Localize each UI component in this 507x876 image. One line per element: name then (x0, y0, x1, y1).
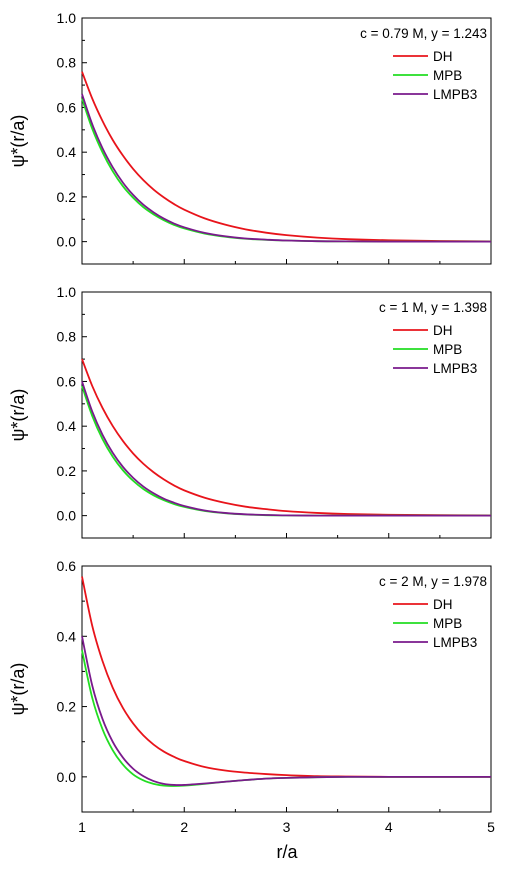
plot-frame (81, 17, 492, 265)
condition-annotation: c = 0.79 M, y = 1.243 (360, 26, 487, 41)
legend-label-mpb: MPB (433, 342, 462, 357)
legend-label-mpb: MPB (433, 68, 462, 83)
legend-label-dh: DH (433, 49, 453, 64)
y-tick-label: 0.0 (57, 508, 77, 524)
y-tick-label: 0.4 (57, 144, 77, 160)
y-tick-label: 0.4 (57, 418, 77, 434)
legend-label-dh: DH (433, 597, 453, 612)
series-line-lmpb3 (81, 381, 492, 517)
x-tick-label: 4 (385, 819, 393, 835)
series-line-dh (81, 71, 492, 243)
x-tick-label: 3 (283, 819, 291, 835)
condition-annotation: c = 2 M, y = 1.978 (379, 574, 487, 589)
series-line-mpb (81, 650, 491, 787)
y-axis-label: ψ*(r/a) (8, 115, 28, 168)
legend-label-mpb: MPB (433, 616, 462, 631)
chart-panel-3: 0.0 0.2 0.4 0.6 1 2 3 4 5 ψ*(r/a) c = 2 M, y = 1.9… (8, 558, 495, 835)
legend-label-lmpb3: LMPB3 (433, 87, 477, 102)
series-line-lmpb3 (81, 636, 491, 786)
y-tick-label: 0.0 (57, 234, 77, 250)
x-tick-label: 2 (180, 819, 188, 835)
y-tick-label: 0.0 (57, 769, 77, 785)
x-axis-label: r/a (276, 842, 298, 862)
x-tick-label: 5 (487, 819, 495, 835)
condition-annotation: c = 1 M, y = 1.398 (379, 300, 487, 315)
chart-panels: 0.0 0.2 0.4 0.6 0.8 1.0 ψ*(r/a) c = 0.79 M, y =… (8, 10, 495, 835)
legend-label-lmpb3: LMPB3 (433, 361, 477, 376)
y-tick-label: 0.8 (57, 329, 77, 345)
y-axis-label: ψ*(r/a) (8, 389, 28, 442)
y-tick-label: 0.2 (57, 189, 77, 205)
y-tick-label: 0.8 (57, 55, 77, 71)
series-line-mpb (81, 385, 492, 517)
y-tick-label: 0.6 (57, 558, 77, 574)
legend-label-lmpb3: LMPB3 (433, 635, 477, 650)
y-tick-label: 0.6 (57, 99, 77, 115)
series-line-dh (81, 358, 492, 517)
plot-frame (81, 291, 492, 539)
x-tick-label: 1 (78, 819, 86, 835)
legend-label-dh: DH (433, 323, 453, 338)
y-tick-label: 0.2 (57, 699, 77, 715)
chart-panel-1: 0.0 0.2 0.4 0.6 0.8 1.0 ψ*(r/a) c = 0.79 M, y =… (8, 10, 492, 265)
series-line-lmpb3 (81, 93, 491, 243)
y-tick-label: 1.0 (57, 10, 77, 26)
y-tick-label: 1.0 (57, 284, 77, 300)
y-tick-label: 0.6 (57, 373, 77, 389)
series-line-mpb (81, 98, 491, 243)
y-axis-label: ψ*(r/a) (8, 663, 28, 716)
y-tick-label: 0.2 (57, 463, 77, 479)
chart-panel-2: 0.0 0.2 0.4 0.6 0.8 1.0 ψ*(r/a) c = 1 M, y = 1.… (8, 284, 492, 539)
series-line-dh (81, 576, 491, 778)
y-tick-label: 0.4 (57, 628, 77, 644)
